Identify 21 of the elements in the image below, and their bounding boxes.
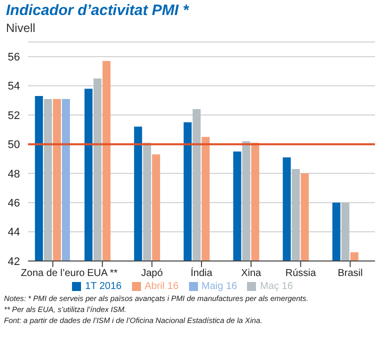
legend-label: Maç 16: [260, 281, 293, 292]
y-tick-label: 48: [8, 168, 20, 180]
x-tick-label: Brasil: [338, 268, 363, 280]
x-tick-label: Xina: [241, 268, 262, 280]
y-tick-label: 42: [8, 256, 20, 268]
y-tick-label: 54: [8, 80, 20, 93]
legend-label: 1T 2016: [85, 281, 122, 292]
y-axis-title: Nivell: [6, 21, 36, 35]
y-tick-label: 52: [8, 110, 20, 122]
legend-label: Abril 16: [144, 281, 179, 292]
y-tick-label: 46: [8, 198, 20, 210]
x-tick-label: Índia: [190, 267, 213, 280]
y-tick-label: 56: [8, 52, 20, 64]
y-tick-label: 44: [8, 226, 20, 239]
x-tick-label: Rússia: [285, 268, 316, 280]
x-tick-label: Zona de l’euro: [20, 268, 86, 280]
chart-title: Indicador d’activitat PMI *: [6, 2, 189, 19]
y-tick-label: 50: [8, 139, 20, 152]
x-tick-label: Japó: [141, 268, 164, 280]
legend-label: Maig 16: [202, 281, 238, 292]
x-tick-label: EUA **: [87, 268, 118, 280]
